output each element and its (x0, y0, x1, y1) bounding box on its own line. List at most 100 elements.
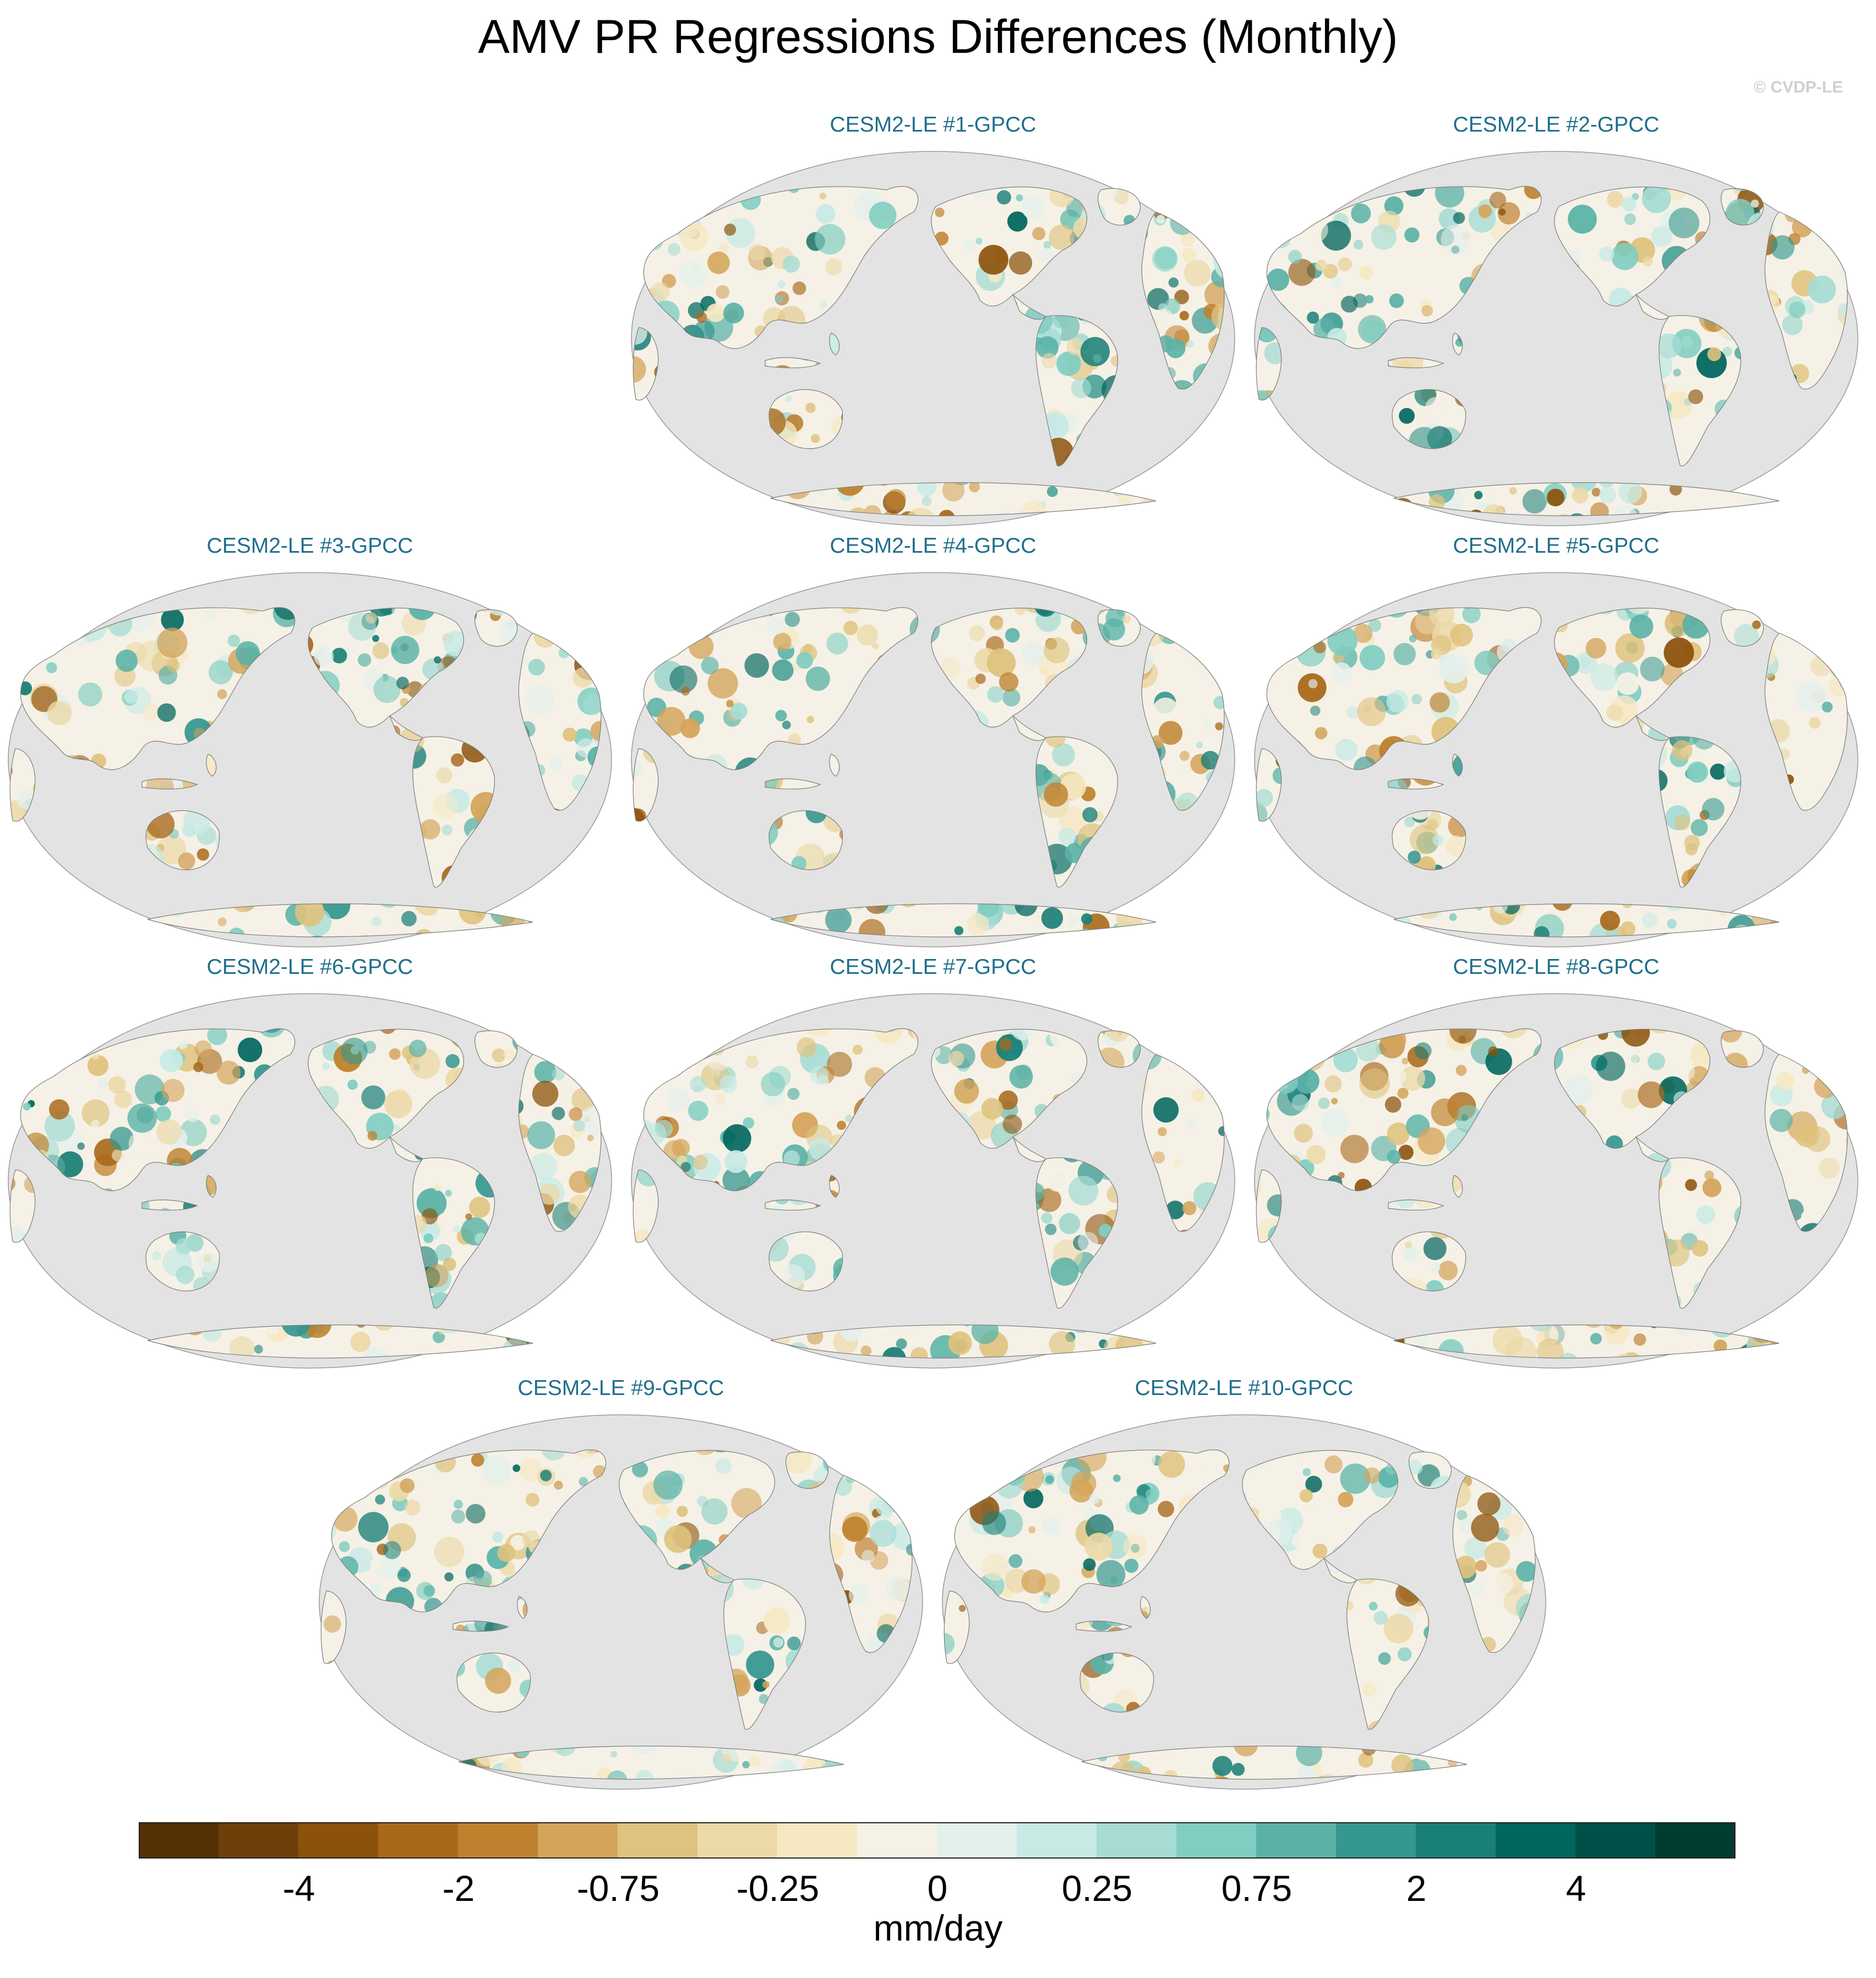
colorbar-segment (378, 1822, 459, 1859)
coastline (1140, 1596, 1151, 1619)
coastline (643, 607, 919, 770)
coastline (829, 333, 840, 356)
coastline (1764, 211, 1848, 390)
coastline (765, 1199, 821, 1211)
colorbar-units: mm/day (873, 1908, 1003, 1948)
map-5 (1254, 572, 1858, 947)
colorbar-segment (777, 1822, 858, 1859)
colorbar-segment (139, 1822, 219, 1859)
coastline (308, 1029, 465, 1149)
coastline (931, 608, 1088, 728)
coastline (1554, 608, 1711, 728)
coastline (1079, 1652, 1154, 1713)
coastline (1452, 754, 1463, 777)
coastline (320, 1590, 347, 1664)
panel-title: CESM2-LE #5-GPCC (1453, 534, 1660, 558)
coastline (1452, 333, 1463, 356)
coastline (145, 810, 220, 870)
coastline (1659, 315, 1742, 467)
coastline (632, 327, 659, 401)
map-4 (631, 572, 1235, 947)
colorbar-tick: -4 (282, 1868, 315, 1909)
coastline (1266, 1028, 1542, 1191)
coastline (1764, 1054, 1848, 1232)
coastline (1452, 1175, 1463, 1198)
colorbar-frame (139, 1822, 1735, 1859)
colorbar-segment (937, 1822, 1017, 1859)
coastline (944, 1590, 970, 1664)
coastline (1097, 188, 1141, 226)
colorbar-tick: -2 (442, 1868, 475, 1909)
map-panel-6: CESM2-LE #6-GPCC (4, 955, 615, 1379)
coastline (1266, 607, 1542, 770)
coastline (206, 754, 217, 777)
coastline (1256, 1169, 1282, 1243)
map-panel-1: CESM2-LE #1-GPCC (628, 113, 1239, 537)
coastline (1392, 1231, 1466, 1292)
coastline (1659, 1157, 1742, 1309)
map-panel-10: CESM2-LE #10-GPCC (939, 1376, 1550, 1800)
coastline (931, 187, 1088, 307)
coastline (768, 1231, 843, 1292)
colorbar-segment (1575, 1822, 1656, 1859)
coastline (458, 1746, 844, 1780)
panel-title: CESM2-LE #2-GPCC (1453, 113, 1660, 137)
coastline (643, 186, 919, 349)
coastline (1393, 903, 1780, 938)
coastline (141, 778, 198, 789)
colorbar-segment (1655, 1822, 1736, 1859)
colorbar-tick: -0.75 (576, 1868, 660, 1909)
coastline (1256, 327, 1282, 401)
panel-title: CESM2-LE #8-GPCC (1453, 955, 1660, 979)
coastline (9, 748, 36, 822)
colorbar-tick: 2 (1406, 1868, 1427, 1909)
coastline (643, 1028, 919, 1191)
coastline (517, 1596, 528, 1619)
map-6 (8, 993, 612, 1369)
coastline (1035, 736, 1119, 888)
coastline (1554, 187, 1711, 307)
colorbar-tick: 4 (1566, 1868, 1586, 1909)
coastline (20, 1028, 296, 1191)
panel-title: CESM2-LE #10-GPCC (1135, 1376, 1354, 1400)
colorbar-tick: -0.25 (736, 1868, 820, 1909)
coastline (1388, 1199, 1444, 1211)
coastline (308, 608, 465, 728)
map-3 (8, 572, 612, 947)
coastline (206, 1175, 217, 1198)
colorbar-segment (618, 1822, 698, 1859)
colorbar (139, 1822, 1736, 1859)
coastline (141, 1199, 198, 1211)
coastline (1141, 211, 1225, 390)
coastline (770, 482, 1157, 516)
coastline (829, 1175, 840, 1198)
map-8 (1254, 993, 1858, 1369)
coastline (412, 736, 495, 888)
coastline (1035, 1157, 1119, 1309)
coastline (829, 754, 840, 777)
colorbar-segment (1017, 1822, 1097, 1859)
coastline (1720, 609, 1764, 647)
colorbar-segment (1176, 1822, 1257, 1859)
coastline (474, 1030, 518, 1068)
map-panel-5: CESM2-LE #5-GPCC (1251, 534, 1862, 958)
map-10 (942, 1414, 1546, 1790)
coastline (770, 903, 1157, 938)
panel-title: CESM2-LE #6-GPCC (206, 955, 413, 979)
coastline (1393, 482, 1780, 516)
colorbar-segment (1256, 1822, 1337, 1859)
coastline (1097, 609, 1141, 647)
coastline (1392, 389, 1466, 449)
coastline (1346, 1578, 1430, 1730)
coastline (518, 633, 602, 811)
coastline (954, 1449, 1230, 1612)
coastline (1388, 357, 1444, 368)
map-panel-3: CESM2-LE #3-GPCC (4, 534, 615, 958)
coastline (20, 607, 296, 770)
panel-title: CESM2-LE #4-GPCC (830, 534, 1037, 558)
coastline (1764, 633, 1848, 811)
colorbar-tick: 0.75 (1221, 1868, 1293, 1909)
coastline (723, 1578, 806, 1730)
panel-title: CESM2-LE #3-GPCC (206, 534, 413, 558)
colorbar-tick: 0 (927, 1868, 948, 1909)
